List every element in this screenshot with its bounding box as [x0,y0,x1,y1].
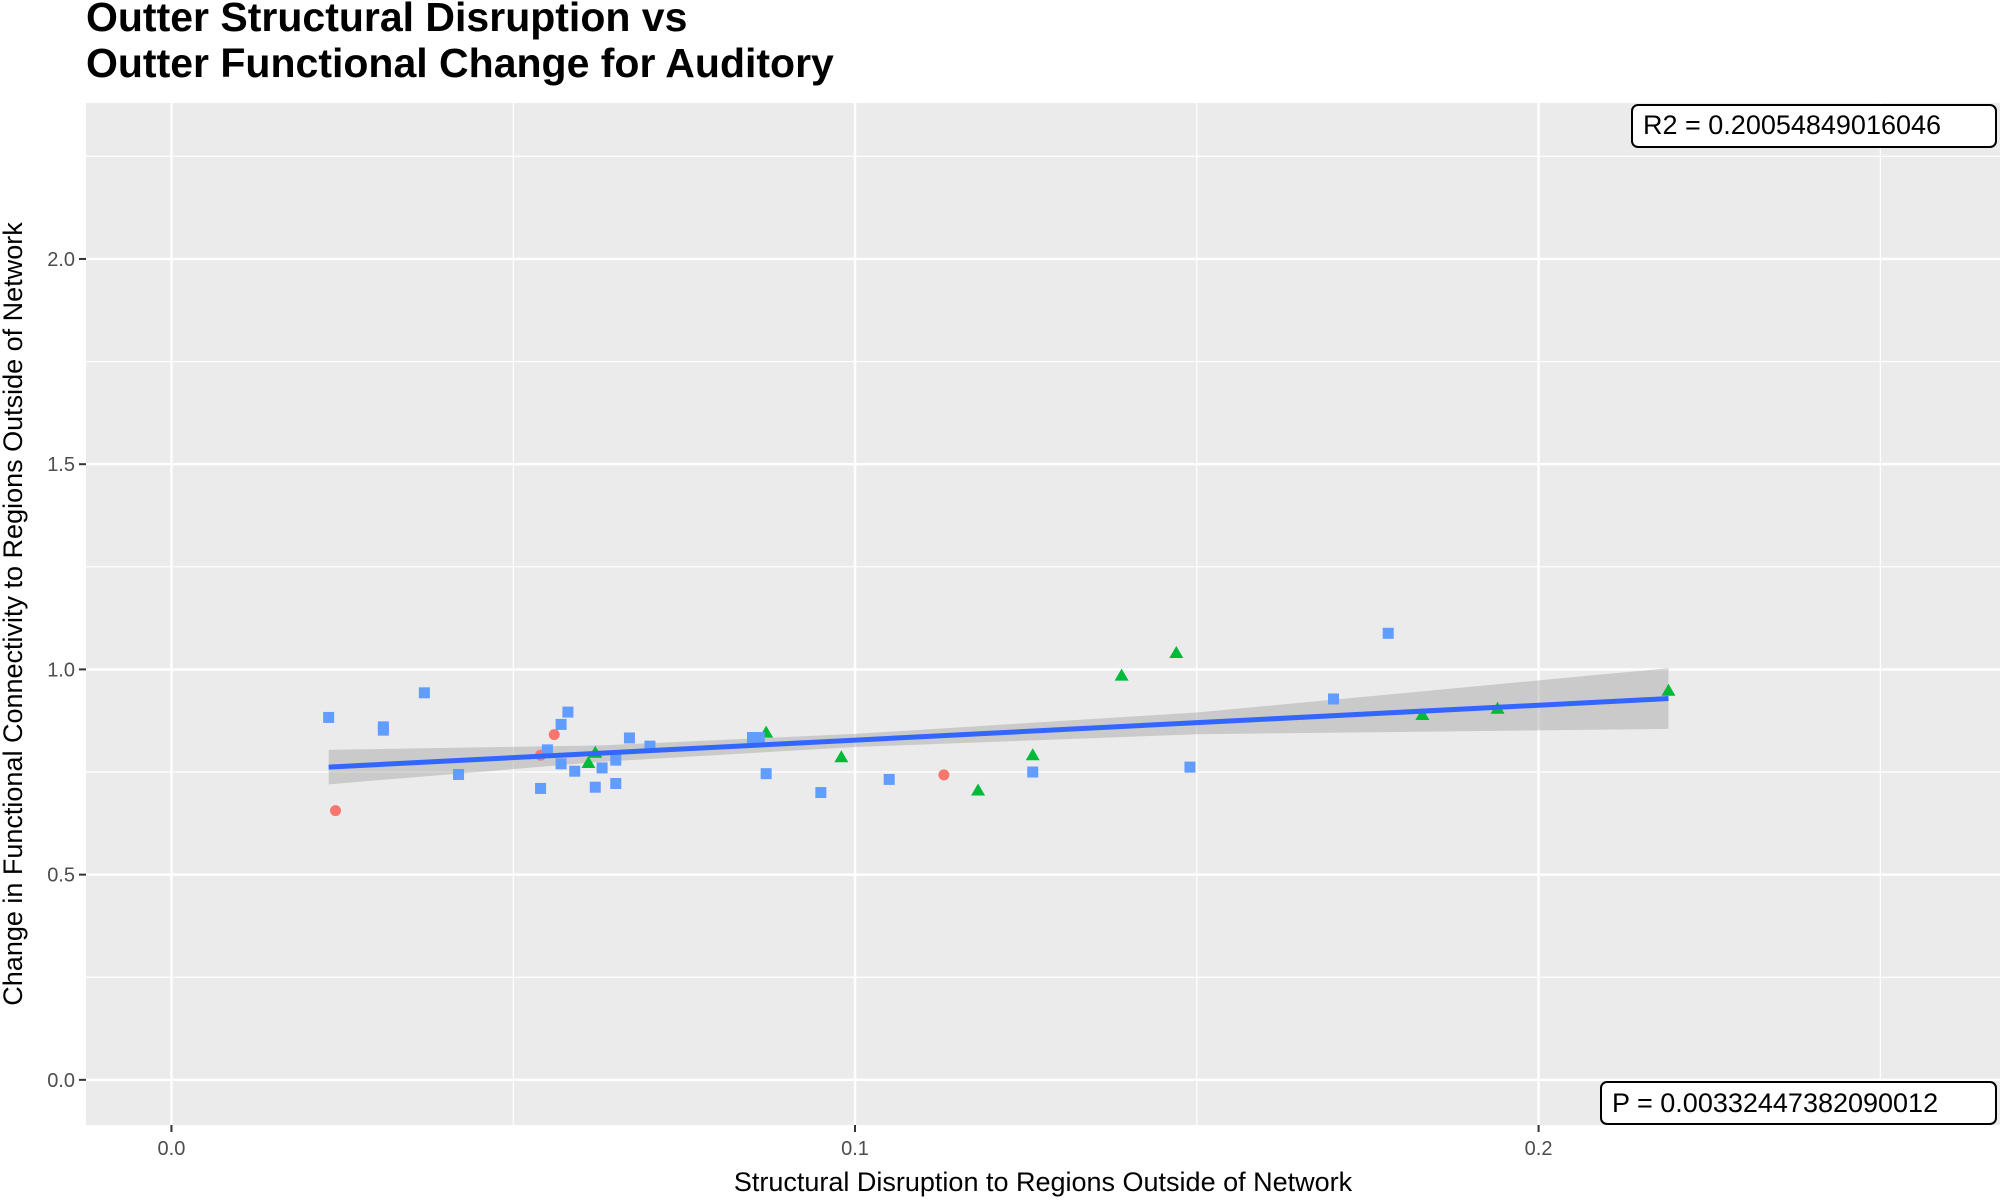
confidence-band-area [328,668,1669,785]
r2-annotation: R2 = 0.20054849016046 [1631,104,1997,148]
data-point-circle [330,805,342,817]
y-tick-label: 1.0 [47,659,75,681]
y-tick-label: 1.5 [47,454,75,476]
data-point-square [555,758,567,770]
data-point-square [535,782,547,794]
y-tick-label: 0.5 [47,865,75,887]
x-tick-label: 0.2 [1525,1138,1553,1160]
x-tick-label: 0.0 [158,1138,186,1160]
data-point-square [623,732,635,744]
data-point-square [562,706,574,718]
x-axis-title: Structural Disruption to Regions Outside… [734,1167,1353,1197]
x-tick-labels: 0.0 0.1 0.2 [158,1138,1553,1160]
major-gridlines [86,103,2000,1125]
chart-title-line-1: Outter Structural Disruption vs [86,0,688,40]
data-point-square [1027,766,1039,778]
data-point-square [541,744,553,756]
data-point-square [753,732,765,744]
x-tick-label: 0.1 [841,1138,869,1160]
data-point-triangle [1114,668,1129,681]
data-point-square [569,765,581,777]
p-annotation-text: P = 0.00332447382090012 [1612,1088,1938,1118]
data-point-square [610,754,622,766]
data-point-triangle [834,750,849,763]
data-point-square [883,773,895,785]
data-point-square [377,724,389,736]
data-point-triangle [1025,748,1040,761]
data-point-square [610,778,622,790]
r2-annotation-box [1631,104,1997,148]
axis-ticks [79,257,1540,1132]
y-axis-title: Change in Functional Connectivity to Reg… [0,222,28,1006]
chart-title-line-2: Outter Functional Change for Auditory [86,40,834,86]
data-point-circle [548,729,560,741]
data-point-triangle [971,783,986,796]
data-point-circle [938,769,950,781]
regression-line-group [328,696,1669,770]
data-point-square [453,768,465,780]
data-point-square [760,768,772,780]
data-point-square [644,740,656,752]
data-point-square [1328,693,1340,705]
data-point-square [1382,627,1394,639]
data-point-square [555,718,567,730]
data-point-square [589,781,601,793]
y-tick-label: 2.0 [47,249,75,271]
y-tick-labels: 0.0 0.5 1.0 1.5 2.0 [47,249,75,1092]
p-annotation-box [1600,1081,1997,1125]
plot-panel [86,103,2000,1125]
data-point-square [746,732,758,744]
data-point-triangle [581,755,596,768]
data-point-triangle [1661,683,1676,696]
data-point-square [1184,761,1196,773]
data-point-square [323,711,335,723]
data-point-square [815,787,827,799]
data-point-triangle [1415,707,1430,720]
regression-line [328,696,1669,770]
data-point-square [418,687,430,699]
y-tick-label: 0.0 [47,1070,75,1092]
r2-annotation-text: R2 = 0.20054849016046 [1643,110,1941,140]
minor-gridlines [86,103,2000,1125]
p-annotation: P = 0.00332447382090012 [1600,1081,1997,1125]
data-point-square [596,762,608,774]
confidence-band [328,668,1669,785]
data-point-triangle [1169,645,1184,658]
chart-title: Outter Structural Disruption vs Outter F… [86,0,834,86]
